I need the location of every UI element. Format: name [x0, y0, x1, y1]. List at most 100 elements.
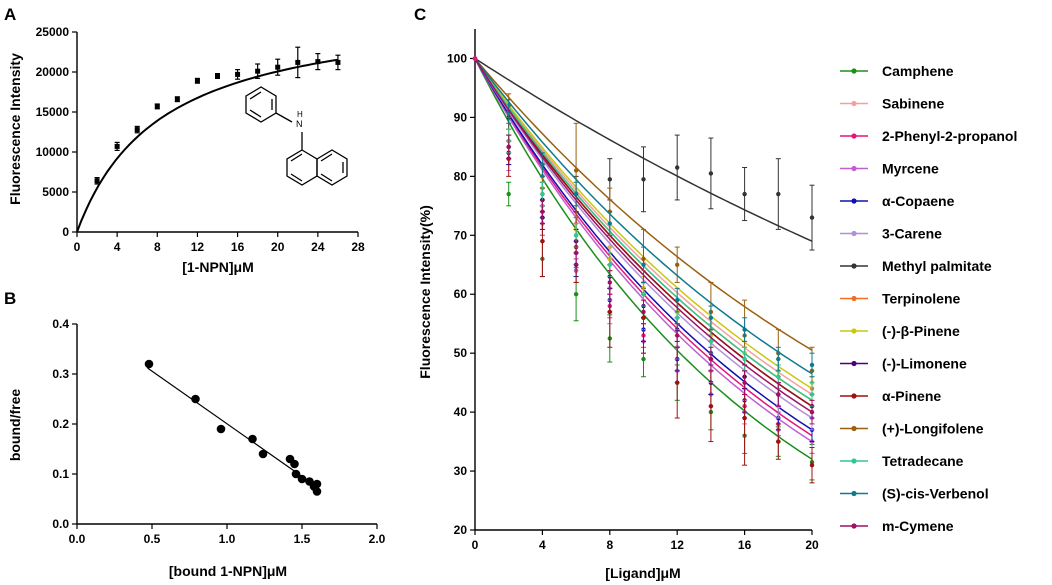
panel-c-x-tick-label: 12 — [671, 538, 685, 552]
panel-a-chart: [1-NPN]μM Fluorescence Intensity 0 4 8 12 16… — [7, 25, 365, 275]
panel-c-data-point-series-14 — [641, 309, 646, 315]
panel-c-data-point-series-6 — [675, 165, 680, 170]
panel-c-data-point-series-6 — [641, 177, 646, 182]
legend-label-series-6: Methyl palmitate — [882, 258, 992, 274]
panel-c-data-point-series-13 — [675, 297, 680, 303]
panel-a-x-tick-label: 12 — [191, 240, 205, 254]
panel-c-data-point-series-12 — [641, 292, 646, 297]
panel-c-data-point-series-12 — [776, 374, 781, 379]
panel-c-data-point-series-13 — [809, 362, 815, 368]
panel-a-data-point — [275, 64, 281, 70]
panel-b-data-point — [297, 474, 307, 484]
panel-b-y-tick-label: 0.1 — [52, 467, 69, 481]
panel-c-y-tick-label: 20 — [454, 523, 468, 537]
panel-a-data-point — [154, 103, 160, 109]
panel-b-data-point — [258, 449, 268, 459]
panel-c-x-tick-label: 20 — [805, 538, 819, 552]
panel-c-data-point-series-13 — [708, 315, 714, 321]
molecule-h-label: H — [297, 110, 303, 119]
legend-label-series-5: 3-Carene — [882, 226, 942, 242]
panel-c-data-point-series-12 — [573, 233, 579, 238]
legend-label-series-9: (-)-Limonene — [882, 356, 967, 372]
legend-label-series-7: Terpinolene — [882, 291, 961, 307]
legend-label-series-10: α-Pinene — [882, 388, 941, 404]
panel-c-origin-point — [472, 56, 478, 61]
panel-b-data-point — [191, 394, 200, 404]
panel-c-chart: [Ligand]μM Fluorescence Intensity(%) 0 4 8… — [417, 29, 819, 581]
panel-c-data-point-series-12 — [675, 315, 680, 321]
panel-a-x-tick-label: 0 — [74, 240, 81, 254]
legend-label-series-12: Tetradecane — [882, 453, 964, 469]
panel-c-data-point-series-0 — [506, 191, 511, 197]
legend-marker-series-1 — [851, 100, 857, 107]
legend-label-series-3: Myrcene — [882, 161, 939, 177]
legend-label-series-14: m-Cymene — [882, 518, 954, 534]
legend-marker-series-3 — [851, 165, 857, 172]
panel-a-x-axis-label: [1-NPN]μM — [182, 259, 254, 275]
panel-letter-b: B — [4, 289, 16, 308]
panel-c-data-point-series-6 — [607, 177, 612, 182]
legend-marker-series-5 — [851, 230, 857, 237]
panel-c-data-point-series-10 — [540, 238, 545, 244]
panel-c-data-point-series-10 — [742, 415, 747, 421]
panel-c-data-point-series-12 — [809, 392, 815, 397]
panel-a-x-tick-label: 16 — [231, 240, 245, 254]
legend-marker-series-4 — [851, 198, 857, 204]
panel-c-data-point-series-13 — [776, 356, 781, 362]
panel-c-y-tick-label: 50 — [454, 346, 468, 360]
panel-a-x-tick-label: 24 — [311, 240, 325, 254]
panel-c-data-point-series-6 — [742, 191, 747, 197]
panel-a-y-tick-label: 20000 — [36, 65, 70, 79]
panel-c-y-tick-label: 40 — [454, 405, 468, 419]
panel-a-y-tick-label: 5000 — [42, 185, 69, 199]
panel-a-y-tick-label: 0 — [62, 225, 69, 239]
legend-label-series-1: Sabinene — [882, 96, 944, 112]
panel-c-data-point-series-14 — [776, 392, 781, 397]
panel-a-data-point — [194, 78, 200, 84]
panel-letter-a: A — [4, 5, 16, 24]
panel-c-data-point-series-14 — [809, 409, 815, 415]
panel-a-data-point — [174, 96, 180, 102]
panel-c-y-axis-label: Fluorescence Intensity(%) — [417, 205, 433, 379]
panel-c-data-point-series-14 — [675, 333, 680, 338]
legend-label-series-0: Camphene — [882, 63, 954, 79]
panel-c-data-point-series-12 — [607, 262, 612, 267]
panel-b-y-tick-label: 0.3 — [52, 367, 69, 381]
panel-b-x-axis-label: [bound 1-NPN]μM — [169, 563, 287, 579]
panel-c-data-point-series-12 — [742, 356, 747, 362]
panel-c-y-tick-label: 100 — [447, 51, 467, 65]
panel-c-data-point-series-14 — [607, 280, 612, 285]
legend-label-series-4: α-Copaene — [882, 193, 955, 209]
panel-c-y-tick-label: 30 — [454, 464, 468, 478]
legend-marker-series-8 — [851, 328, 857, 334]
legend-marker-series-6 — [851, 263, 857, 269]
panel-a-y-tick-label: 10000 — [36, 145, 70, 159]
panel-a-data-point — [295, 59, 301, 65]
panel-c-data-point-series-6 — [809, 215, 815, 220]
panel-a-data-point — [134, 127, 140, 133]
panel-a-y-axis-label: Fluorescence Intensity — [7, 53, 23, 205]
legend-label-series-11: (+)-Longifolene — [882, 421, 984, 437]
panel-c-data-point-series-14 — [540, 209, 545, 214]
panel-c-data-point-series-0 — [573, 292, 579, 297]
panel-b-x-tick-label: 0.5 — [144, 532, 161, 546]
legend-marker-series-12 — [851, 458, 857, 464]
panel-a-x-tick-label: 4 — [114, 240, 121, 254]
panel-b-y-axis-label: bound/free — [7, 389, 23, 462]
panel-c-data-point-series-13 — [573, 191, 579, 197]
panel-c-data-point-series-14 — [708, 356, 714, 362]
panel-c-x-tick-label: 8 — [606, 538, 613, 552]
panel-b-fit-line — [147, 367, 319, 489]
panel-b-data-point — [248, 434, 257, 444]
panel-a-data-point — [315, 59, 321, 65]
panel-b-x-tick-label: 2.0 — [369, 532, 386, 546]
panel-c-fit-curve-series-13 — [474, 58, 813, 375]
panel-c-data-point-series-14 — [506, 144, 511, 150]
panel-a-data-point — [255, 68, 261, 74]
panel-a-data-point — [335, 59, 341, 65]
legend-marker-series-11 — [851, 425, 857, 432]
panel-a-data-point — [235, 71, 241, 77]
panel-a-y-tick-label: 25000 — [36, 25, 70, 39]
